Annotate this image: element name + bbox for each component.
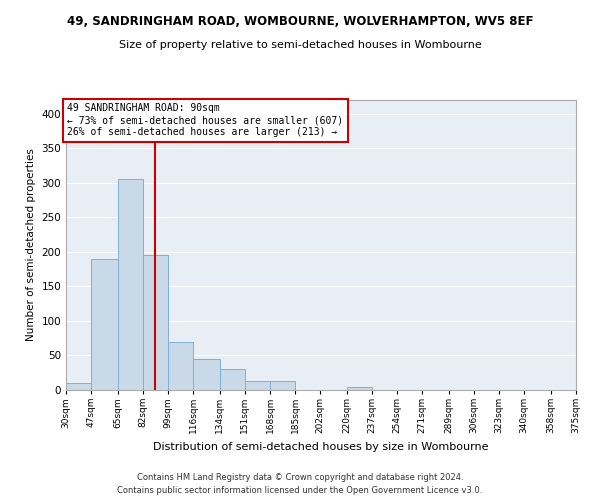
Text: 49 SANDRINGHAM ROAD: 90sqm
← 73% of semi-detached houses are smaller (607)
26% o: 49 SANDRINGHAM ROAD: 90sqm ← 73% of semi… <box>67 104 344 136</box>
Text: Contains public sector information licensed under the Open Government Licence v3: Contains public sector information licen… <box>118 486 482 495</box>
Bar <box>220 370 245 390</box>
Bar <box>118 180 143 390</box>
Bar <box>270 381 295 390</box>
Bar <box>143 256 168 390</box>
Text: 49, SANDRINGHAM ROAD, WOMBOURNE, WOLVERHAMPTON, WV5 8EF: 49, SANDRINGHAM ROAD, WOMBOURNE, WOLVERH… <box>67 15 533 28</box>
Y-axis label: Number of semi-detached properties: Number of semi-detached properties <box>26 148 36 342</box>
X-axis label: Distribution of semi-detached houses by size in Wombourne: Distribution of semi-detached houses by … <box>153 442 489 452</box>
Bar <box>168 342 193 390</box>
Text: Contains HM Land Registry data © Crown copyright and database right 2024.: Contains HM Land Registry data © Crown c… <box>137 474 463 482</box>
Bar <box>193 359 220 390</box>
Bar <box>91 259 118 390</box>
Text: Size of property relative to semi-detached houses in Wombourne: Size of property relative to semi-detach… <box>119 40 481 50</box>
Bar <box>66 383 91 390</box>
Bar <box>245 381 270 390</box>
Bar <box>347 386 372 390</box>
